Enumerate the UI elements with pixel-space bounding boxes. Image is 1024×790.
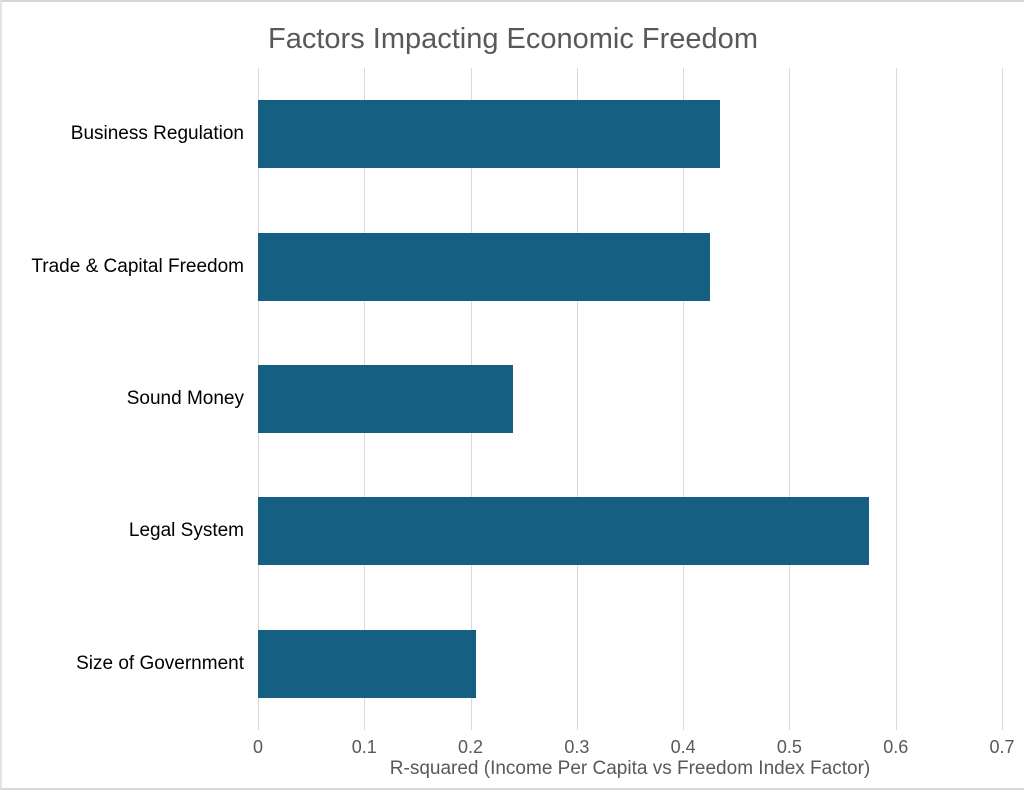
bar-size-of-government bbox=[258, 629, 476, 698]
bar-sound-money bbox=[258, 365, 514, 433]
bar-business-regulation bbox=[258, 100, 721, 169]
gridline-0.6 bbox=[895, 68, 897, 730]
gridline-0.3 bbox=[576, 68, 578, 730]
category-label-size-of-government: Size of Government bbox=[76, 652, 244, 674]
x-tick-label-0.6: 0.6 bbox=[883, 737, 909, 757]
x-tick-label-0.2: 0.2 bbox=[458, 737, 484, 757]
category-label-trade-capital-freedom: Trade & Capital Freedom bbox=[31, 255, 244, 277]
plot-area bbox=[258, 68, 1003, 730]
gridline-0.5 bbox=[789, 68, 791, 730]
x-tick-label-0: 0 bbox=[252, 737, 264, 757]
bar-legal-system bbox=[258, 497, 870, 566]
bar-trade-capital-freedom bbox=[258, 232, 710, 301]
category-label-business-regulation: Business Regulation bbox=[70, 123, 244, 145]
x-axis-title: R-squared (Income Per Capita vs Freedom … bbox=[389, 758, 871, 779]
x-tick-label-0.1: 0.1 bbox=[351, 737, 377, 757]
chart-title: Factors Impacting Economic Freedom bbox=[268, 23, 758, 55]
category-axis: Business Regulation Trade & Capital Freed… bbox=[2, 68, 244, 730]
x-tick-label-0.3: 0.3 bbox=[564, 737, 590, 757]
gridline-0.4 bbox=[683, 68, 685, 730]
x-tick-label-0.5: 0.5 bbox=[776, 737, 802, 757]
category-label-sound-money: Sound Money bbox=[126, 388, 244, 410]
category-label-legal-system: Legal System bbox=[128, 520, 244, 542]
gridline-0.7 bbox=[1002, 68, 1003, 730]
x-tick-label-0.7: 0.7 bbox=[989, 737, 1015, 757]
x-tick-label-0.4: 0.4 bbox=[670, 737, 696, 757]
